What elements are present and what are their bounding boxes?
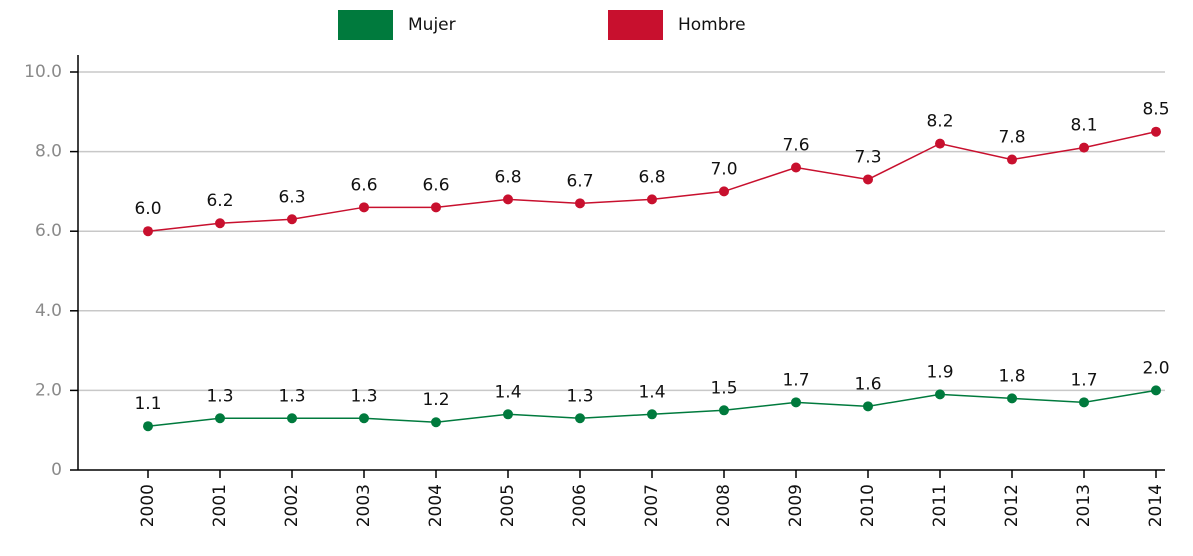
y-tick-label: 2.0 [35, 380, 62, 400]
data-label: 1.7 [1070, 370, 1097, 390]
x-tick-label: 2014 [1146, 484, 1166, 527]
legend-label: Mujer [408, 15, 456, 35]
data-point [935, 138, 945, 149]
y-tick-label: 8.0 [35, 142, 62, 162]
data-point [1151, 385, 1161, 396]
data-label: 7.3 [854, 147, 881, 167]
data-label: 8.2 [926, 112, 953, 132]
data-label: 6.3 [278, 187, 305, 207]
data-label: 1.2 [422, 390, 449, 410]
data-point [431, 202, 441, 213]
x-tick-label: 2004 [426, 484, 446, 527]
data-point [143, 226, 153, 237]
data-point [215, 218, 225, 229]
data-label: 1.6 [854, 374, 881, 394]
data-point [287, 413, 297, 424]
data-label: 1.3 [566, 386, 593, 406]
x-tick-label: 2000 [138, 484, 158, 527]
x-tick-label: 2006 [570, 484, 590, 527]
data-point [1007, 393, 1017, 404]
data-point [791, 397, 801, 408]
data-point [575, 413, 585, 424]
data-point [215, 413, 225, 424]
data-label: 1.3 [350, 386, 377, 406]
x-tick-label: 2011 [930, 484, 950, 527]
data-point [359, 202, 369, 213]
data-label: 8.1 [1070, 116, 1097, 136]
data-point [1007, 154, 1017, 165]
data-point [863, 401, 873, 412]
data-label: 6.8 [638, 167, 665, 187]
data-point [1079, 142, 1089, 153]
data-point [431, 417, 441, 428]
data-point [647, 194, 657, 205]
data-label: 1.3 [206, 386, 233, 406]
x-tick-label: 2012 [1002, 484, 1022, 527]
data-label: 6.2 [206, 191, 233, 211]
y-tick-label: 6.0 [35, 221, 62, 241]
data-point [719, 186, 729, 197]
data-label: 6.6 [350, 175, 377, 195]
data-label: 7.8 [998, 128, 1025, 148]
data-point [791, 162, 801, 173]
x-tick-label: 2005 [498, 484, 518, 527]
data-point [1079, 397, 1089, 408]
y-tick-label: 0 [51, 460, 62, 480]
x-tick-label: 2013 [1074, 484, 1094, 527]
data-point [647, 409, 657, 420]
data-label: 1.4 [638, 382, 665, 402]
legend-label: Hombre [678, 15, 746, 35]
data-label: 2.0 [1142, 358, 1169, 378]
x-tick-label: 2003 [354, 484, 374, 527]
data-point [575, 198, 585, 209]
data-label: 1.1 [134, 394, 161, 414]
x-tick-label: 2001 [210, 484, 230, 527]
y-tick-label: 10.0 [24, 62, 62, 82]
legend-swatch [608, 10, 663, 40]
data-label: 1.5 [710, 378, 737, 398]
data-label: 1.8 [998, 366, 1025, 386]
data-point [935, 389, 945, 400]
data-label: 7.0 [710, 159, 737, 179]
data-point [287, 214, 297, 225]
data-point [359, 413, 369, 424]
data-label: 6.0 [134, 199, 161, 219]
x-tick-label: 2009 [786, 484, 806, 527]
data-label: 8.5 [1142, 100, 1169, 120]
data-point [1151, 126, 1161, 137]
data-point [863, 174, 873, 185]
data-label: 6.6 [422, 175, 449, 195]
x-tick-label: 2010 [858, 484, 878, 527]
data-label: 1.9 [926, 362, 953, 382]
y-tick-label: 4.0 [35, 301, 62, 321]
data-point [503, 409, 513, 420]
data-label: 1.4 [494, 382, 521, 402]
x-tick-label: 2008 [714, 484, 734, 527]
data-point [143, 421, 153, 432]
data-label: 1.7 [782, 370, 809, 390]
data-point [719, 405, 729, 416]
x-tick-label: 2007 [642, 484, 662, 527]
x-tick-label: 2002 [282, 484, 302, 527]
data-label: 6.8 [494, 167, 521, 187]
legend-swatch [338, 10, 393, 40]
data-label: 7.6 [782, 136, 809, 156]
data-label: 6.7 [566, 171, 593, 191]
data-label: 1.3 [278, 386, 305, 406]
data-point [503, 194, 513, 205]
